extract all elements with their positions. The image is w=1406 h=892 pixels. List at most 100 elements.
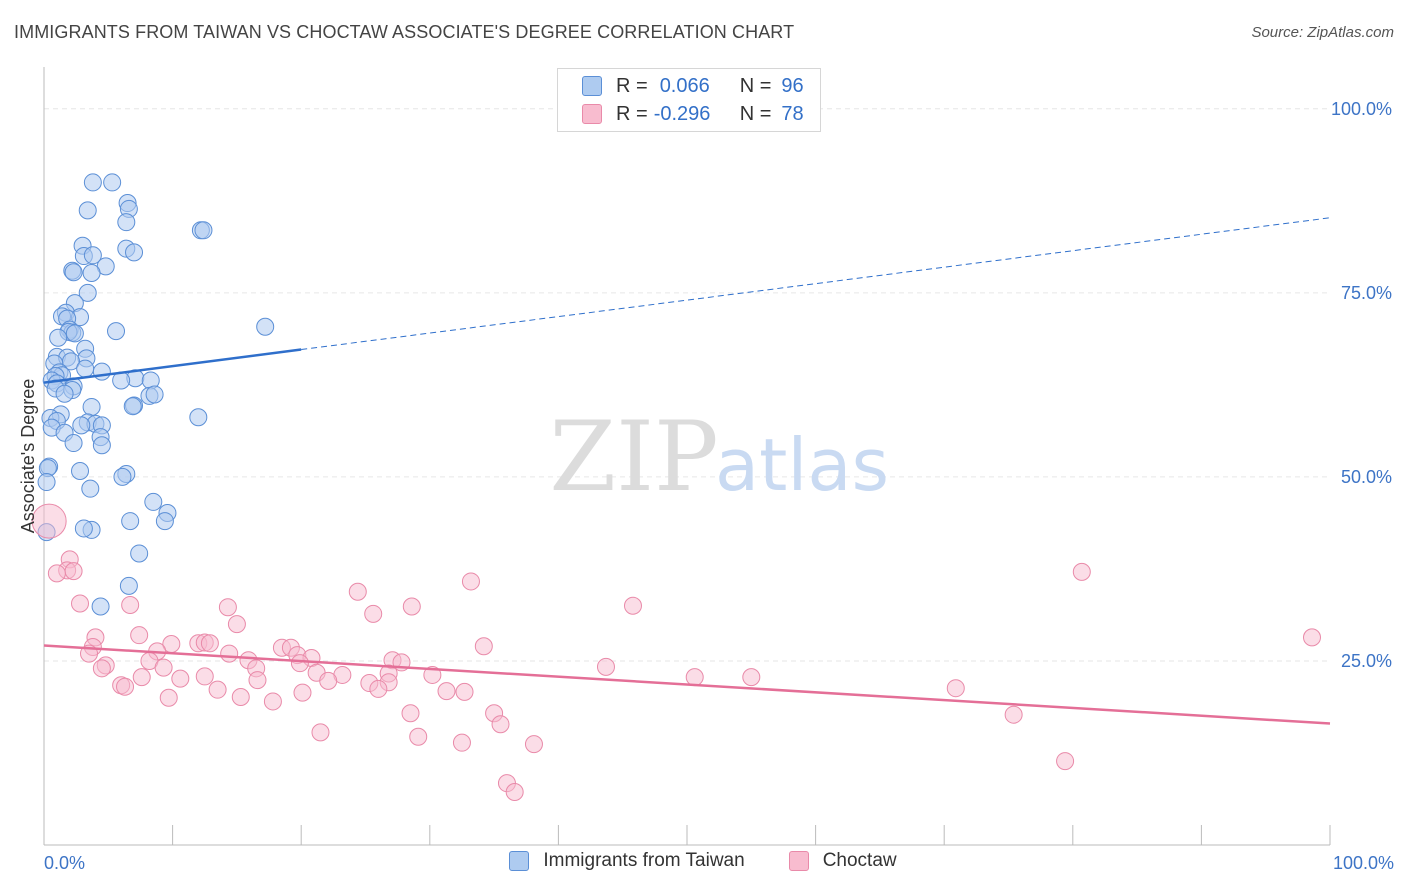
data-point-choctaw	[348, 582, 367, 601]
y-tick-label: 100.0%	[1331, 99, 1392, 119]
stats-legend: R = 0.066 N = 96 R = -0.296 N = 78	[557, 68, 821, 132]
data-point-choctaw	[64, 562, 83, 581]
y-axis-label: Associate's Degree	[18, 379, 38, 534]
series-legend: Immigrants from Taiwan Choctaw	[0, 850, 1406, 872]
data-point-choctaw	[263, 692, 282, 711]
data-point-choctaw	[402, 597, 421, 616]
data-point-choctaw	[31, 503, 67, 539]
legend-r-value: 0.066	[659, 74, 710, 97]
data-point-choctaw	[231, 688, 250, 707]
data-point-choctaw	[401, 704, 420, 723]
data-point-taiwan	[64, 434, 83, 453]
data-point-choctaw	[195, 667, 214, 686]
data-point-choctaw	[71, 594, 90, 613]
data-point-choctaw	[121, 596, 140, 615]
data-point-choctaw	[208, 680, 227, 699]
y-tick-label: 25.0%	[1341, 651, 1392, 671]
data-point-choctaw	[1302, 628, 1321, 647]
data-point-taiwan	[55, 384, 74, 403]
data-point-choctaw	[92, 659, 111, 678]
data-point-taiwan	[64, 263, 83, 282]
legend-item-taiwan: Immigrants from Taiwan	[509, 850, 745, 872]
series-choctaw-points	[31, 503, 1321, 801]
legend-swatch-taiwan	[509, 851, 530, 871]
legend-swatch-choctaw	[582, 104, 602, 124]
y-tick-label: 75.0%	[1341, 283, 1392, 303]
data-point-choctaw	[218, 598, 237, 617]
data-point-taiwan	[49, 328, 68, 347]
legend-r-label: R =	[616, 102, 648, 125]
data-point-taiwan	[123, 397, 142, 416]
data-point-choctaw	[1004, 705, 1023, 724]
watermark: ZIP atlas	[549, 401, 889, 513]
data-point-taiwan	[72, 416, 91, 435]
data-point-taiwan	[189, 408, 208, 427]
data-point-choctaw	[452, 733, 471, 752]
data-point-taiwan	[130, 544, 149, 563]
x-tick-label: 100.0%	[1333, 853, 1394, 873]
data-point-taiwan	[81, 479, 100, 498]
legend-item-choctaw: Choctaw	[788, 850, 897, 872]
data-point-choctaw	[116, 677, 135, 696]
data-point-choctaw	[220, 644, 239, 663]
data-point-taiwan	[194, 221, 213, 240]
data-point-taiwan	[107, 322, 126, 341]
trend-line-choctaw	[43, 644, 1331, 725]
legend-r-value: -0.296	[653, 102, 711, 125]
gridlines	[44, 108, 1330, 662]
data-point-choctaw	[423, 665, 442, 684]
legend-n-value: 96	[781, 74, 804, 97]
legend-row-choctaw: R = -0.296 N = 78	[582, 100, 804, 128]
legend-row-taiwan: R = 0.066 N = 96	[582, 72, 804, 100]
data-point-choctaw	[946, 679, 965, 698]
watermark-atlas: atlas	[715, 423, 889, 507]
data-point-choctaw	[319, 671, 338, 690]
axes	[43, 67, 1331, 846]
data-point-choctaw	[47, 564, 66, 583]
data-point-taiwan	[113, 467, 132, 486]
data-point-taiwan	[83, 246, 102, 265]
data-point-taiwan	[91, 597, 110, 616]
data-point-taiwan	[74, 519, 93, 538]
trend-line-taiwan-extension	[301, 217, 1331, 351]
data-point-taiwan	[117, 213, 136, 232]
data-point-choctaw	[159, 688, 178, 707]
source-label: Source: ZipAtlas.com	[1251, 24, 1394, 41]
data-point-choctaw	[455, 682, 474, 701]
data-point-taiwan	[78, 283, 97, 302]
data-point-choctaw	[1072, 562, 1091, 581]
trend-lines	[43, 217, 1331, 725]
data-point-taiwan	[78, 201, 97, 220]
data-point-choctaw	[1056, 752, 1075, 771]
data-point-taiwan	[121, 512, 140, 531]
data-point-choctaw	[130, 626, 149, 645]
data-point-choctaw	[311, 723, 330, 742]
y-tick-label: 50.0%	[1341, 467, 1392, 487]
tick-labels: 25.0% 50.0% 75.0% 100.0% 0.0% 100.0%	[44, 99, 1394, 873]
data-point-choctaw	[437, 682, 456, 701]
legend-n-label: N =	[739, 102, 772, 125]
data-point-choctaw	[491, 715, 510, 734]
legend-label-taiwan: Immigrants from Taiwan	[543, 850, 745, 871]
data-point-choctaw	[132, 668, 151, 687]
legend-n-value: 78	[781, 102, 804, 125]
data-point-choctaw	[742, 668, 761, 687]
data-point-choctaw	[227, 615, 246, 634]
data-point-taiwan	[119, 576, 138, 595]
data-point-choctaw	[474, 637, 493, 656]
data-point-choctaw	[369, 679, 388, 698]
trend-line-taiwan	[43, 348, 302, 384]
data-point-choctaw	[596, 657, 615, 676]
data-point-taiwan	[37, 473, 56, 492]
data-point-taiwan	[65, 324, 84, 343]
data-point-choctaw	[200, 634, 219, 653]
data-point-choctaw	[505, 782, 524, 801]
data-point-taiwan	[76, 359, 95, 378]
data-point-choctaw	[685, 668, 704, 687]
data-point-taiwan	[92, 436, 111, 455]
data-point-choctaw	[409, 727, 428, 746]
legend-swatch-taiwan	[582, 76, 602, 96]
data-point-taiwan	[125, 243, 144, 262]
data-point-choctaw	[248, 671, 267, 690]
